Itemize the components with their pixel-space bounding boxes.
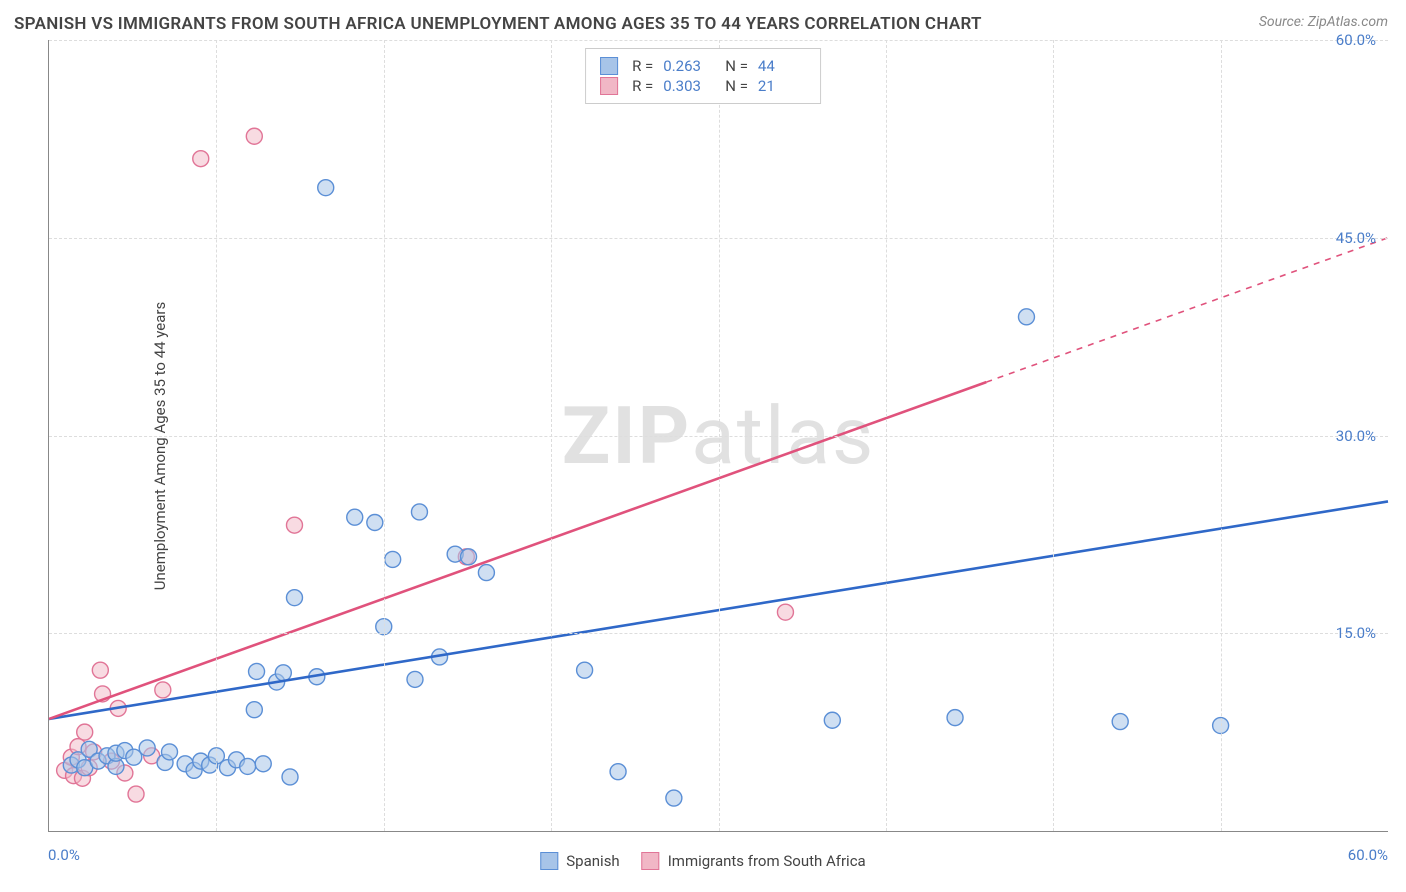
scatter-point [246,128,262,144]
r-value-sa: 0.303 [663,77,711,95]
legend-item-spanish: Spanish [540,852,619,870]
scatter-point [367,515,383,531]
x-axis-max: 60.0% [1348,846,1388,864]
gridline-h [49,238,1388,239]
scatter-point [139,740,155,756]
scatter-point [666,790,682,806]
gridline-h [49,436,1388,437]
n-value-spanish: 44 [758,57,806,75]
scatter-point [162,744,178,760]
y-tick-label: 30.0% [1336,427,1376,445]
scatter-point [246,702,262,718]
scatter-point [411,504,427,520]
scatter-point [318,180,334,196]
n-label: N = [725,57,748,75]
scatter-point [461,549,477,565]
source-label: Source: ZipAtlas.com [1259,14,1388,30]
scatter-point [347,509,363,525]
swatch-spanish-bottom [540,852,558,870]
swatch-sa [600,77,618,95]
scatter-point [92,662,108,678]
chart-container: SPANISH VS IMMIGRANTS FROM SOUTH AFRICA … [0,0,1406,892]
legend-series: Spanish Immigrants from South Africa [540,852,865,870]
gridline-h [49,40,1388,41]
trend-line-dashed [986,238,1388,382]
scatter-point [240,758,256,774]
scatter-point [275,665,291,681]
legend-label-sa: Immigrants from South Africa [668,852,866,870]
scatter-point [255,756,271,772]
trend-line [49,382,986,719]
scatter-point [407,671,423,687]
scatter-point [947,710,963,726]
plot-area: ZIPatlas 15.0%30.0%45.0%60.0% [48,40,1388,832]
scatter-point [1018,309,1034,325]
n-value-sa: 21 [758,77,806,95]
scatter-point [478,565,494,581]
scatter-point [286,590,302,606]
scatter-point [286,517,302,533]
scatter-point [824,712,840,728]
x-axis-min: 0.0% [48,846,80,864]
y-tick-label: 45.0% [1336,229,1376,247]
scatter-point [577,662,593,678]
legend-label-spanish: Spanish [566,852,619,870]
swatch-spanish [600,57,618,75]
chart-title: SPANISH VS IMMIGRANTS FROM SOUTH AFRICA … [14,14,982,34]
legend-correlation: R = 0.263 N = 44 R = 0.303 N = 21 [585,48,821,104]
scatter-point [1112,714,1128,730]
legend-row-sa: R = 0.303 N = 21 [600,77,806,95]
scatter-point [249,663,265,679]
scatter-point [385,551,401,567]
legend-item-sa: Immigrants from South Africa [642,852,866,870]
scatter-point [193,151,209,167]
scatter-point [155,682,171,698]
scatter-point [777,604,793,620]
gridline-h [49,633,1388,634]
r-label: R = [632,77,653,95]
legend-row-spanish: R = 0.263 N = 44 [600,57,806,75]
scatter-point [282,769,298,785]
r-value-spanish: 0.263 [663,57,711,75]
n-label: N = [725,77,748,95]
y-tick-label: 15.0% [1336,624,1376,642]
r-label: R = [632,57,653,75]
scatter-point [610,764,626,780]
y-tick-label: 60.0% [1336,31,1376,49]
scatter-point [77,724,93,740]
scatter-point [128,786,144,802]
swatch-sa-bottom [642,852,660,870]
